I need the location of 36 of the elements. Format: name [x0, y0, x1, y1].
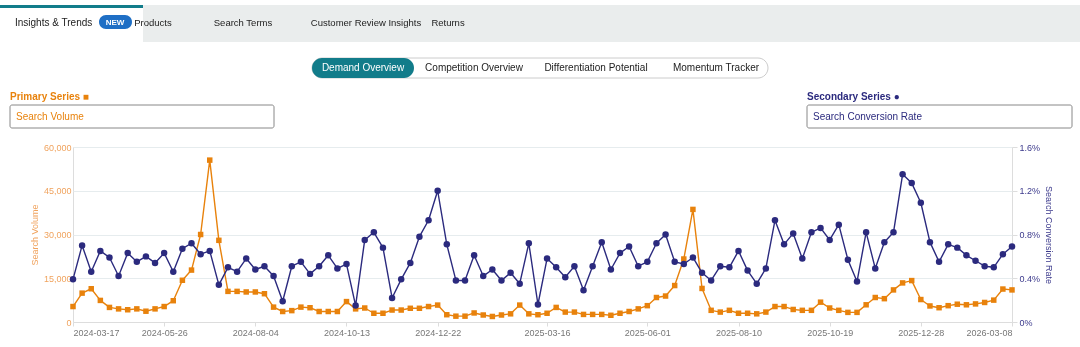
- text: Customer Review Insights: [310, 17, 422, 28]
- text: Search Volume: [16, 111, 85, 122]
- text: Primary Series ■: [10, 91, 89, 102]
- text: NEW: [105, 18, 125, 27]
- y2-tick-label: 0.8%: [1019, 230, 1041, 240]
- y-tick-label: 30,000: [43, 230, 72, 240]
- x-tick-label: 2025-03-16: [524, 327, 571, 338]
- x-tick-label: 2025-12-28: [898, 327, 945, 338]
- y-tick-label: 45,000: [43, 186, 72, 197]
- y2-tick-label: 1.2%: [1019, 186, 1041, 197]
- text: Differentiation Potential: [544, 62, 648, 73]
- text: Secondary Series ●: [807, 91, 900, 102]
- y-tick-label: 60,000: [43, 142, 72, 153]
- y2-tick-label: 1.6%: [1019, 142, 1041, 153]
- text: Search Terms: [213, 17, 273, 28]
- text: Demand Overview: [321, 62, 405, 73]
- x-tick-label: 2024-03-17: [73, 327, 120, 338]
- y2-tick-label: 0%: [1019, 317, 1033, 328]
- y-axis-title: Search Volume: [29, 204, 40, 266]
- text: Momentum Tracker: [672, 62, 760, 73]
- text: Competition Overview: [425, 62, 524, 73]
- y2-tick-label: 0.4%: [1019, 273, 1041, 284]
- x-tick-label: 2026-03-08: [966, 327, 1013, 338]
- x-tick-label: 2025-10-19: [807, 327, 854, 338]
- x-tick-label: 2025-06-01: [624, 327, 671, 338]
- text: Search Conversion Rate: [813, 111, 923, 122]
- y2-axis-title: Search Conversion Rate: [1044, 185, 1055, 285]
- text: Insights & Trends: [15, 17, 93, 28]
- x-tick-label: 2025-08-10: [715, 327, 763, 338]
- y-tick-label: 0: [66, 317, 72, 328]
- x-tick-label: 2024-08-04: [232, 327, 279, 338]
- text: Returns: [431, 17, 465, 28]
- text: Products: [134, 17, 172, 28]
- x-tick-label: 2024-10-13: [323, 327, 371, 338]
- x-tick-label: 2024-05-26: [141, 327, 188, 338]
- x-tick-label: 2024-12-22: [415, 327, 462, 338]
